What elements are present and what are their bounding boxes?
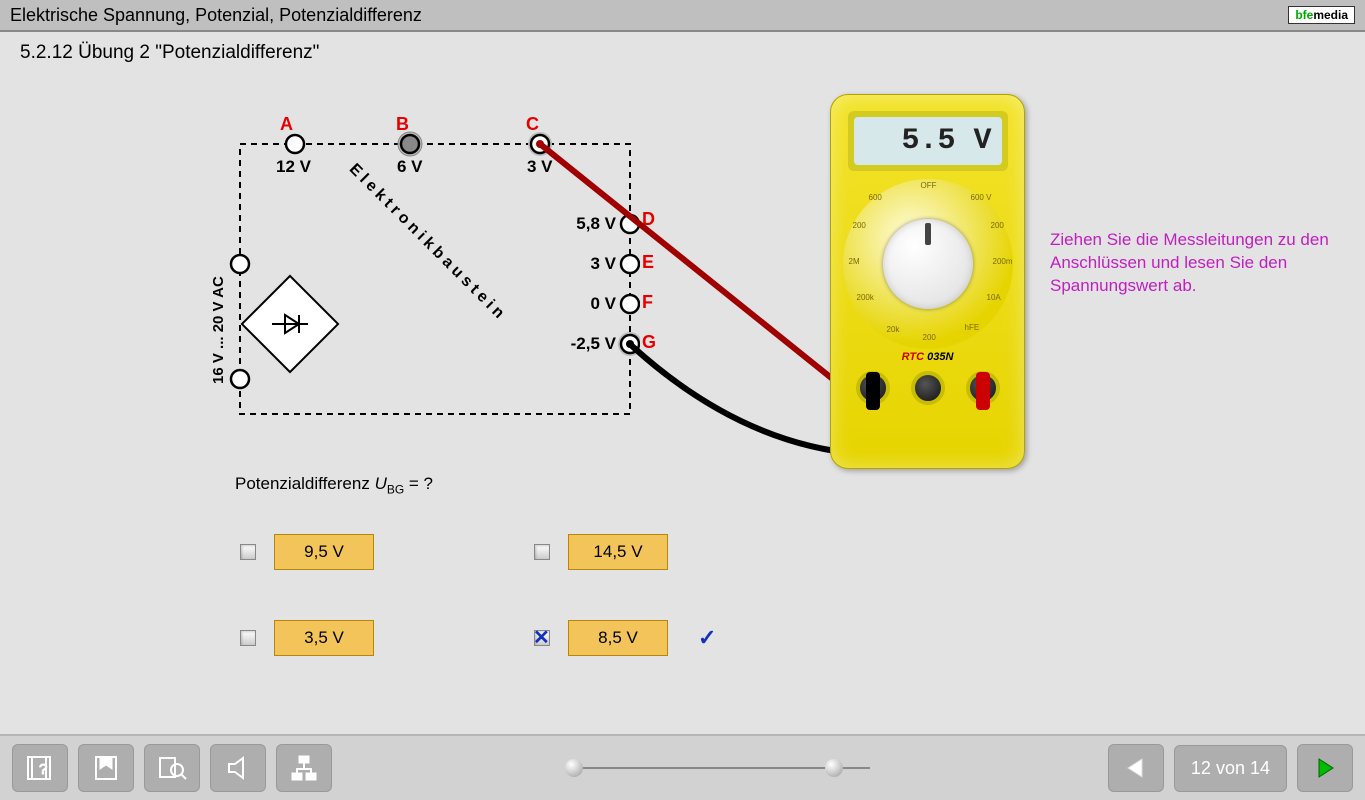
flag-icon xyxy=(91,753,121,783)
chevron-right-icon xyxy=(1313,756,1337,780)
next-page-button[interactable] xyxy=(1297,744,1353,792)
checkbox-icon[interactable] xyxy=(240,544,256,560)
answer-value: 14,5 V xyxy=(568,534,668,570)
progress-slider[interactable] xyxy=(342,736,1098,800)
multimeter-ports xyxy=(831,363,1024,413)
node-G-voltage: -2,5 V xyxy=(558,334,616,354)
bookmark-button[interactable] xyxy=(78,744,134,792)
answer-option-3[interactable]: 3,5 V xyxy=(240,620,374,656)
chevron-left-icon xyxy=(1124,756,1148,780)
multimeter-display-frame: 5.5 V xyxy=(848,111,1008,171)
bottom-toolbar: ? 12 von 14 xyxy=(0,734,1365,800)
speaker-icon xyxy=(223,753,253,783)
answer-value: 8,5 V xyxy=(568,620,668,656)
node-C-label: C xyxy=(526,114,539,135)
multimeter-port-mid[interactable] xyxy=(911,371,945,405)
node-D-label: D xyxy=(642,209,655,230)
svg-text:?: ? xyxy=(39,761,47,778)
answer-value: 9,5 V xyxy=(274,534,374,570)
node-F-label: F xyxy=(642,292,653,313)
progress-current-knob[interactable] xyxy=(825,759,843,777)
search-icon xyxy=(157,753,187,783)
book-help-icon: ? xyxy=(25,753,55,783)
answer-option-4[interactable]: 8,5 V ✓ xyxy=(534,620,716,656)
checkbox-icon[interactable] xyxy=(534,544,550,560)
ac-supply-label: 16 V ... 20 V AC xyxy=(210,276,227,384)
node-D-voltage: 5,8 V xyxy=(566,214,616,234)
answer-value: 3,5 V xyxy=(274,620,374,656)
node-F-voltage: 0 V xyxy=(566,294,616,314)
hierarchy-icon xyxy=(289,753,319,783)
node-E-voltage: 3 V xyxy=(566,254,616,274)
page-title: Elektrische Spannung, Potenzial, Potenzi… xyxy=(10,5,422,26)
diode-icon xyxy=(255,289,325,359)
node-C-voltage: 3 V xyxy=(527,157,553,177)
logo-badge: bfemedia xyxy=(1288,6,1355,24)
instruction-text: Ziehen Sie die Messleitungen zu den Ansc… xyxy=(1050,229,1330,298)
circuit-diagram: A B C D E F G 12 V 6 V 3 V 5,8 V 3 V 0 V… xyxy=(200,104,640,424)
search-button[interactable] xyxy=(144,744,200,792)
node-A-voltage: 12 V xyxy=(276,157,311,177)
tree-button[interactable] xyxy=(276,744,332,792)
help-button[interactable]: ? xyxy=(12,744,68,792)
answer-grid: 9,5 V 14,5 V 3,5 V 8,5 V ✓ xyxy=(240,534,716,706)
node-A-label: A xyxy=(280,114,293,135)
multimeter-port-vohm[interactable] xyxy=(966,371,1000,405)
answer-option-1[interactable]: 9,5 V xyxy=(240,534,374,570)
checkbox-icon[interactable] xyxy=(534,630,550,646)
header-bar: Elektrische Spannung, Potenzial, Potenzi… xyxy=(0,0,1365,32)
progress-track xyxy=(570,767,870,769)
exercise-subtitle: 5.2.12 Übung 2 "Potenzialdifferenz" xyxy=(0,32,1365,74)
multimeter-display: 5.5 V xyxy=(854,117,1002,165)
multimeter-dial[interactable] xyxy=(883,219,973,309)
progress-start-knob xyxy=(565,759,583,777)
checkbox-icon[interactable] xyxy=(240,630,256,646)
prev-page-button[interactable] xyxy=(1108,744,1164,792)
multimeter-brand: RTC 035N xyxy=(831,351,1024,363)
content-area: A B C D E F G 12 V 6 V 3 V 5,8 V 3 V 0 V… xyxy=(0,74,1365,744)
multimeter-dial-area: OFF 600 600 V 200 200 2M 200m 200k 10A 2… xyxy=(843,179,1013,349)
question-text: Potenzialdifferenz UBG = ? xyxy=(235,474,433,496)
node-E-label: E xyxy=(642,252,654,273)
node-G-label: G xyxy=(642,332,656,353)
node-B-voltage: 6 V xyxy=(397,157,423,177)
correct-check-icon: ✓ xyxy=(698,625,716,651)
node-B-label: B xyxy=(396,114,409,135)
page-indicator: 12 von 14 xyxy=(1174,745,1287,792)
multimeter[interactable]: 5.5 V OFF 600 600 V 200 200 2M 200m 200k… xyxy=(830,94,1025,469)
answer-option-2[interactable]: 14,5 V xyxy=(534,534,668,570)
multimeter-port-com[interactable] xyxy=(856,371,890,405)
sound-button[interactable] xyxy=(210,744,266,792)
